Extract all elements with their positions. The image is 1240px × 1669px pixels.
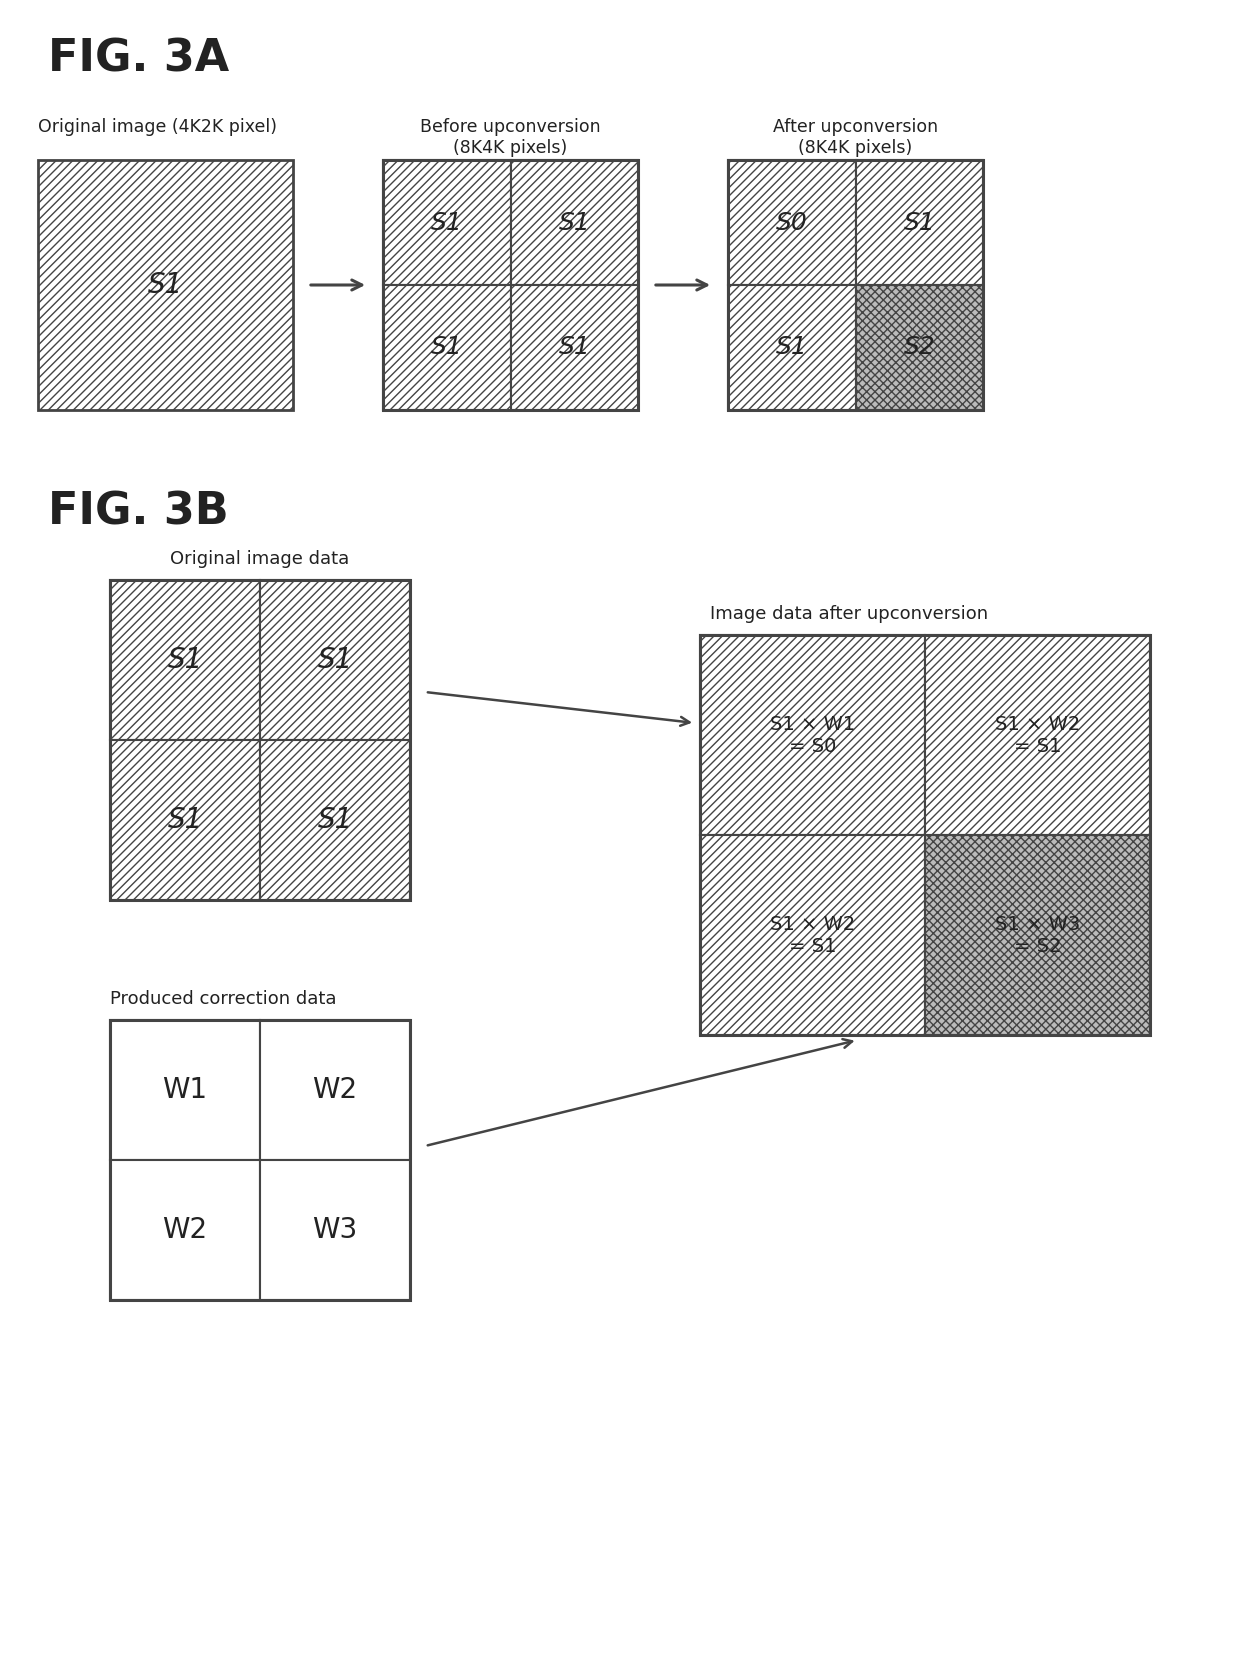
- Text: S1: S1: [558, 210, 590, 235]
- Text: S1: S1: [317, 806, 352, 834]
- Text: FIG. 3B: FIG. 3B: [48, 491, 228, 532]
- Bar: [110, 1020, 260, 1160]
- Text: After upconversion
(8K4K pixels): After upconversion (8K4K pixels): [773, 118, 939, 157]
- Text: S1 × W2
= S1: S1 × W2 = S1: [770, 915, 856, 955]
- Bar: [925, 634, 1149, 834]
- Text: S0: S0: [776, 210, 807, 235]
- Bar: [511, 160, 639, 285]
- Bar: [925, 834, 1149, 1035]
- Bar: [110, 1020, 410, 1300]
- Bar: [701, 634, 1149, 1035]
- Text: S1: S1: [167, 646, 202, 674]
- Bar: [110, 581, 410, 900]
- Text: S2: S2: [904, 335, 935, 359]
- Bar: [383, 285, 511, 411]
- Text: S1: S1: [167, 806, 202, 834]
- Bar: [110, 739, 260, 900]
- Bar: [260, 581, 410, 739]
- Text: Original image data: Original image data: [170, 551, 350, 567]
- Bar: [728, 285, 856, 411]
- Text: S1: S1: [317, 646, 352, 674]
- Text: Image data after upconversion: Image data after upconversion: [711, 604, 988, 623]
- Text: W1: W1: [162, 1077, 207, 1103]
- Bar: [260, 1160, 410, 1300]
- Bar: [701, 834, 925, 1035]
- Text: W3: W3: [312, 1217, 357, 1243]
- Text: S1: S1: [430, 335, 463, 359]
- Bar: [260, 739, 410, 900]
- Text: Produced correction data: Produced correction data: [110, 990, 336, 1008]
- Bar: [728, 160, 983, 411]
- Text: S1: S1: [430, 210, 463, 235]
- Text: Original image (4K2K pixel): Original image (4K2K pixel): [38, 118, 277, 135]
- Text: S1 × W3
= S2: S1 × W3 = S2: [994, 915, 1080, 955]
- Bar: [511, 285, 639, 411]
- Bar: [701, 634, 925, 834]
- Bar: [856, 160, 983, 285]
- Text: Before upconversion
(8K4K pixels): Before upconversion (8K4K pixels): [420, 118, 601, 157]
- Bar: [110, 1160, 260, 1300]
- Text: W2: W2: [162, 1217, 207, 1243]
- Bar: [383, 160, 511, 285]
- Bar: [110, 581, 260, 739]
- Bar: [856, 285, 983, 411]
- Text: S1: S1: [904, 210, 935, 235]
- Text: S1 × W1
= S0: S1 × W1 = S0: [770, 714, 856, 756]
- Text: S1: S1: [558, 335, 590, 359]
- Bar: [728, 160, 856, 285]
- Bar: [38, 160, 293, 411]
- Text: S1: S1: [148, 270, 184, 299]
- Bar: [260, 1020, 410, 1160]
- Text: W2: W2: [312, 1077, 357, 1103]
- Bar: [383, 160, 639, 411]
- Text: S1 × W2
= S1: S1 × W2 = S1: [994, 714, 1080, 756]
- Text: FIG. 3A: FIG. 3A: [48, 38, 229, 82]
- Text: S1: S1: [776, 335, 807, 359]
